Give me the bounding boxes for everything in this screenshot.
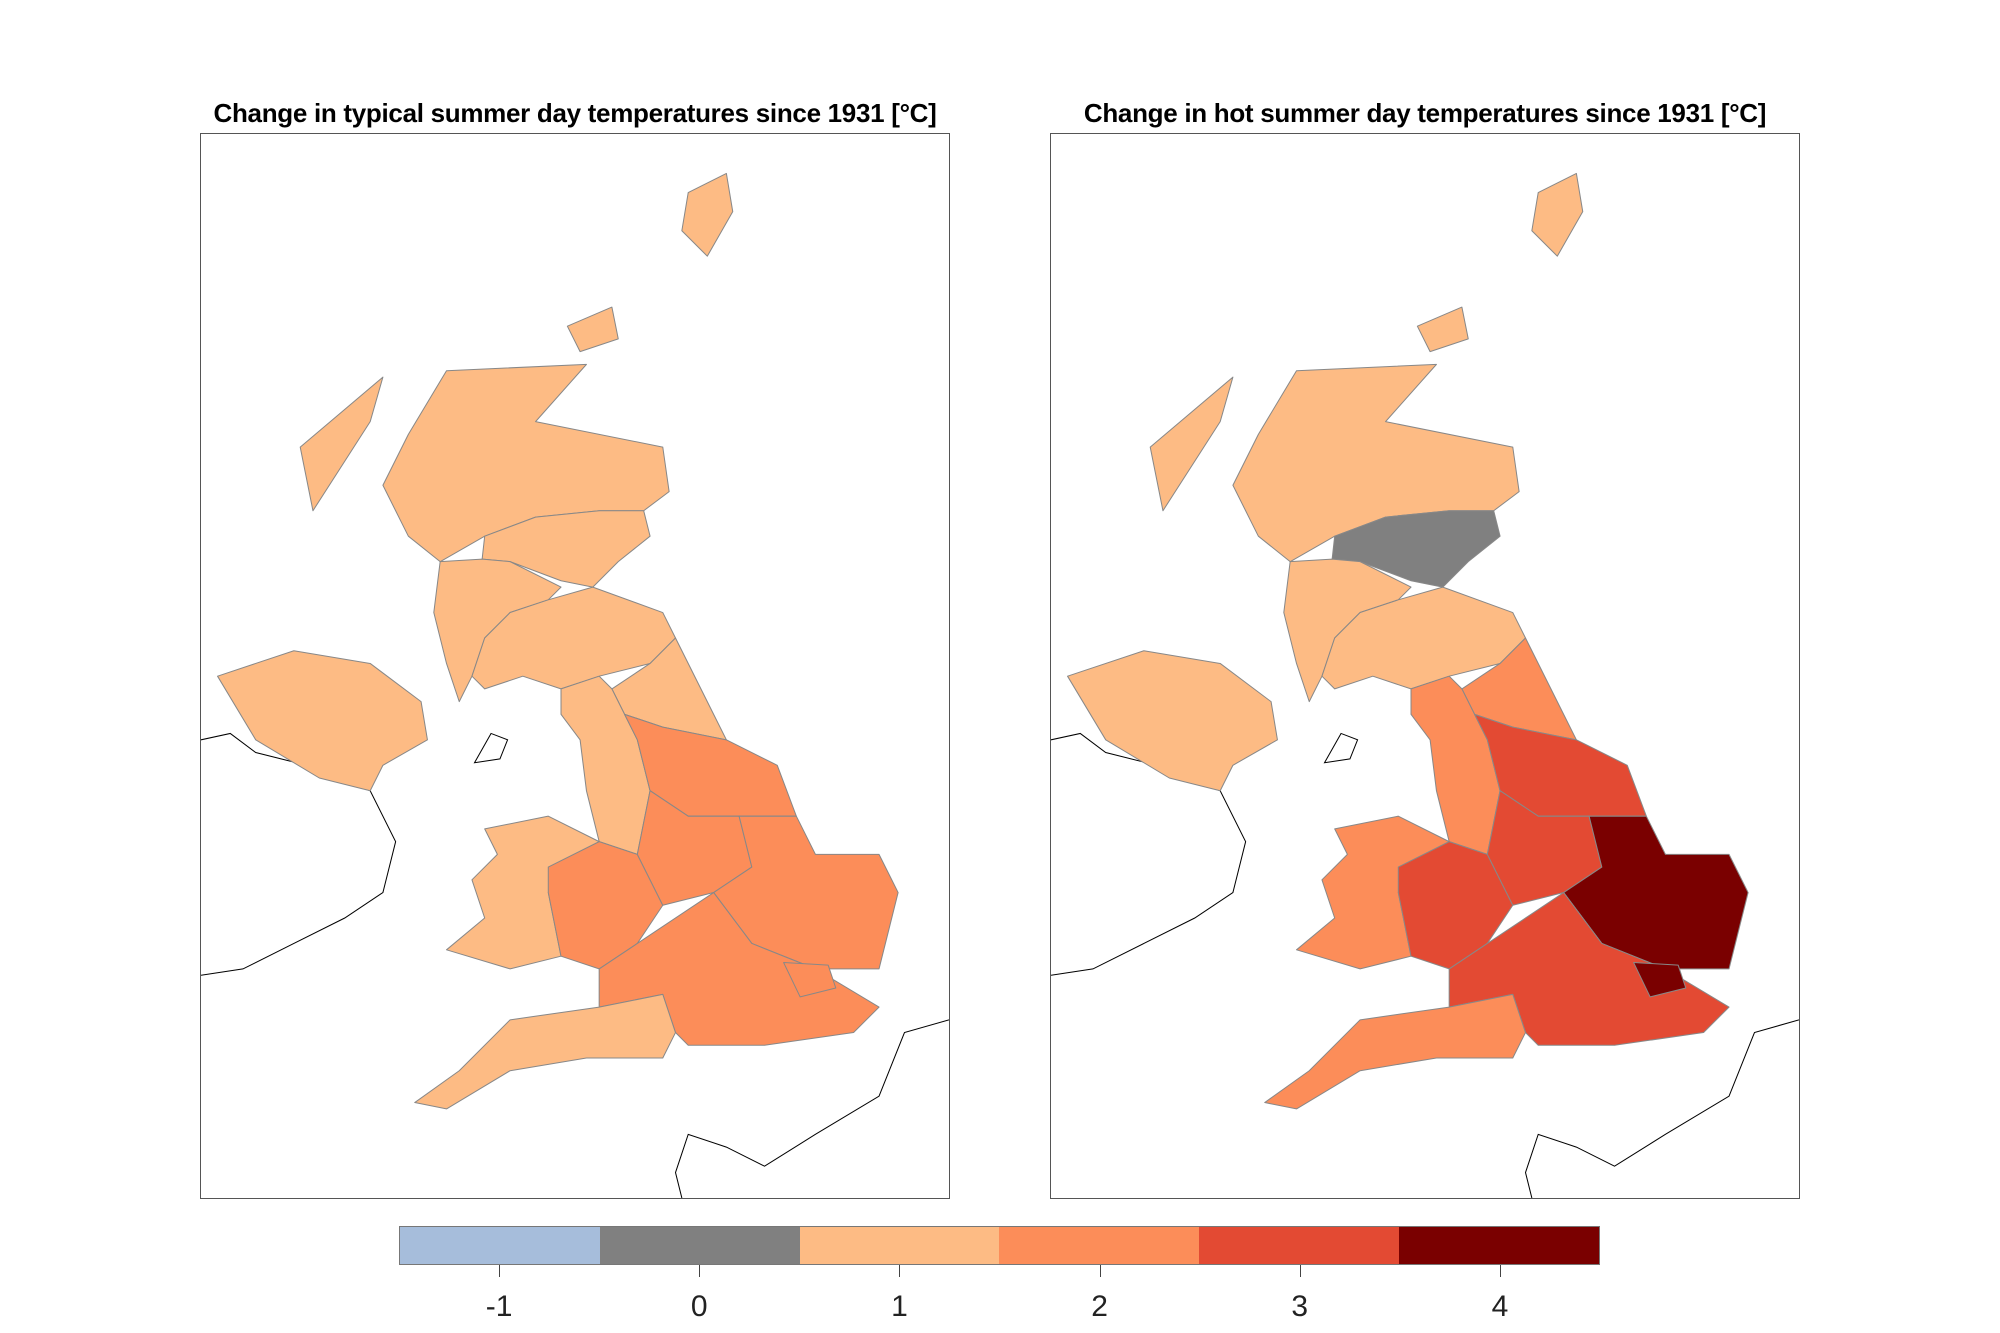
isle-of-man — [473, 732, 509, 764]
colorbar-bin-4 — [1399, 1227, 1599, 1264]
region-ni — [1067, 650, 1278, 792]
isle-of-man — [1323, 732, 1359, 764]
colorbar-bin-2 — [999, 1227, 1200, 1264]
colorbar-bin-1 — [799, 1227, 1000, 1264]
typical-summer-map-svg — [201, 172, 949, 1198]
hot-summer-map-svg — [1051, 172, 1799, 1198]
region-orkney — [566, 306, 619, 353]
region-hebrides — [1149, 376, 1234, 512]
colorbar-tick-label: 2 — [1091, 1290, 1108, 1323]
colorbar-tick-label: 1 — [891, 1290, 908, 1323]
colorbar-bin--1 — [400, 1227, 600, 1264]
colorbar — [399, 1226, 1600, 1265]
colorbar-tick-label: -1 — [485, 1290, 513, 1323]
typical-summer-map — [200, 133, 950, 1199]
region-wales — [1296, 815, 1450, 970]
region-london — [783, 962, 837, 998]
region-shetland — [1531, 172, 1584, 257]
ireland-coastline — [1051, 732, 1247, 976]
colorbar-tick — [1499, 1265, 1501, 1277]
france-coastline — [674, 1019, 949, 1198]
ireland-coastline — [201, 732, 397, 976]
region-east — [1563, 815, 1749, 970]
colorbar-tick — [699, 1265, 701, 1277]
region-london — [1633, 962, 1687, 998]
colorbar-bin-0 — [599, 1227, 800, 1264]
colorbar-bin-3 — [1199, 1227, 1400, 1264]
colorbar-tick — [899, 1265, 901, 1277]
right-map-title: Change in hot summer day temperatures si… — [1083, 98, 1767, 128]
colorbar-tick — [1299, 1265, 1301, 1277]
region-east — [713, 815, 899, 970]
region-ni — [217, 650, 428, 792]
colorbar-tick-label: 3 — [1291, 1290, 1309, 1323]
france-coastline — [1524, 1019, 1799, 1198]
region-shetland — [681, 172, 734, 257]
hot-summer-map — [1050, 133, 1800, 1199]
colorbar-tick — [1099, 1265, 1101, 1277]
colorbar-tick-label: 4 — [1491, 1290, 1509, 1323]
region-hebrides — [299, 376, 384, 512]
colorbar-tick-label: 0 — [690, 1290, 708, 1323]
left-map-title: Change in typical summer day temperature… — [213, 98, 937, 128]
colorbar-tick — [499, 1265, 501, 1277]
region-sw — [414, 993, 677, 1110]
region-wales — [446, 815, 600, 970]
region-sw — [1264, 993, 1527, 1110]
region-orkney — [1416, 306, 1469, 353]
